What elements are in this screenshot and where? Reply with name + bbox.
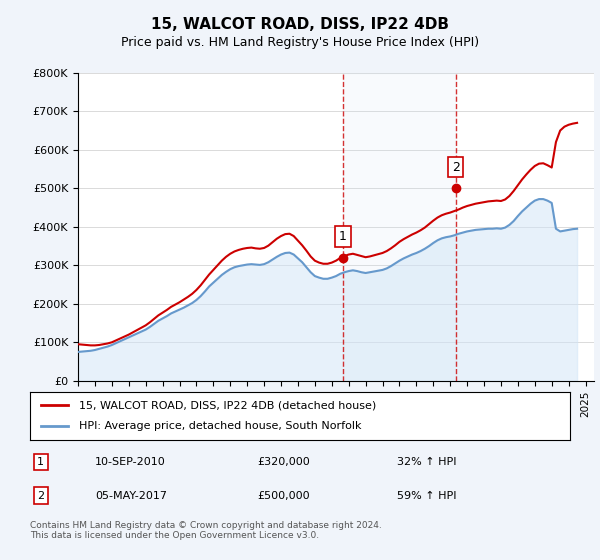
Text: HPI: Average price, detached house, South Norfolk: HPI: Average price, detached house, Sout… xyxy=(79,421,361,431)
Text: 15, WALCOT ROAD, DISS, IP22 4DB: 15, WALCOT ROAD, DISS, IP22 4DB xyxy=(151,17,449,32)
Text: Contains HM Land Registry data © Crown copyright and database right 2024.
This d: Contains HM Land Registry data © Crown c… xyxy=(30,521,382,540)
Text: 59% ↑ HPI: 59% ↑ HPI xyxy=(397,491,457,501)
Bar xyxy=(343,73,456,381)
Text: 1: 1 xyxy=(37,457,44,467)
Text: Price paid vs. HM Land Registry's House Price Index (HPI): Price paid vs. HM Land Registry's House … xyxy=(121,36,479,49)
Text: 10-SEP-2010: 10-SEP-2010 xyxy=(95,457,166,467)
Text: 2: 2 xyxy=(37,491,44,501)
Text: 32% ↑ HPI: 32% ↑ HPI xyxy=(397,457,457,467)
Text: 2: 2 xyxy=(452,161,460,174)
Text: 15, WALCOT ROAD, DISS, IP22 4DB (detached house): 15, WALCOT ROAD, DISS, IP22 4DB (detache… xyxy=(79,400,376,410)
Text: 05-MAY-2017: 05-MAY-2017 xyxy=(95,491,167,501)
Text: £320,000: £320,000 xyxy=(257,457,310,467)
Text: 1: 1 xyxy=(339,230,347,243)
Text: £500,000: £500,000 xyxy=(257,491,310,501)
